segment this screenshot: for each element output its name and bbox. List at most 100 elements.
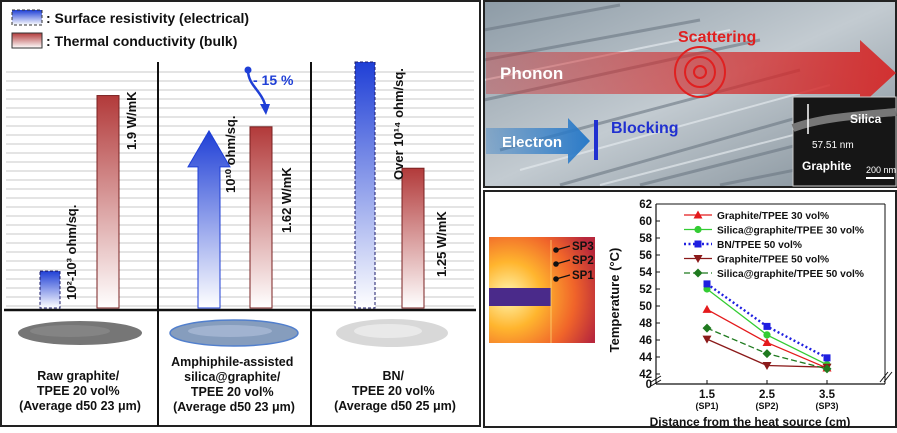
y-tick-label: 50 xyxy=(639,301,652,313)
y-tick-label: 54 xyxy=(639,267,652,279)
legend-swatch-resistivity xyxy=(11,9,43,26)
silica-graphite-powder-texture xyxy=(188,325,272,337)
tem-scale-label: 200 nm xyxy=(866,165,896,175)
electron-label: Electron xyxy=(502,134,562,151)
caption-raw-graphite: Raw graphite/ TPEE 20 vol% (Average d50 … xyxy=(19,369,141,413)
y-tick-label: 46 xyxy=(639,335,652,347)
y-axis-title: Temperature (°C) xyxy=(607,248,622,353)
legend-marker xyxy=(694,240,702,248)
legend-label: Silica@graphite/TPEE 30 vol% xyxy=(717,226,864,237)
bn-powder-texture xyxy=(354,324,422,338)
thermal-heater xyxy=(489,288,551,306)
scattering-ring-mid xyxy=(684,56,716,88)
legend-marker xyxy=(693,268,703,278)
sp-leader-sp1 xyxy=(555,274,571,280)
conductivity-label-silica-graphite: 1.62 W/mK xyxy=(279,167,294,233)
x-axis-break xyxy=(879,371,893,383)
caption-bn-line-3: (Average d50 25 μm) xyxy=(334,399,456,413)
x-tick-label: 2.5 xyxy=(759,389,776,401)
legend-label: Graphite/TPEE 30 vol% xyxy=(717,211,829,222)
sp-leader-sp2 xyxy=(555,259,571,265)
legend-label: Silica@graphite/TPEE 50 vol% xyxy=(717,269,864,280)
scattering-label: Scattering xyxy=(678,29,756,46)
caption-silica-graphite-line-3: TPEE 20 vol% xyxy=(191,385,274,399)
y-tick-label: 52 xyxy=(639,284,652,296)
data-point xyxy=(703,280,711,288)
sp-label-sp3: SP3 xyxy=(572,241,594,253)
left-bars xyxy=(39,61,425,309)
caption-silica-graphite-line-4: (Average d50 23 μm) xyxy=(173,400,295,414)
left-gridlines xyxy=(6,71,474,307)
data-point xyxy=(763,322,771,330)
legend-label-conductivity: : Thermal conductivity (bulk) xyxy=(46,33,237,49)
conductivity-label-raw-graphite: 1.9 W/mK xyxy=(124,91,139,150)
reduction-dot xyxy=(244,66,252,74)
resistivity-label-bn: Over 10¹⁴ ohm/sq. xyxy=(391,68,406,180)
data-point xyxy=(823,354,831,362)
y-tick-label: 44 xyxy=(639,352,652,364)
sp-label-sp1: SP1 xyxy=(572,270,594,282)
thermal-chart-panel: SP3 SP2 SP1 42 44 46 48 50 52 54 56 58 60 62 0 1.5(SP1… xyxy=(483,190,897,429)
conductivity-bar xyxy=(96,95,120,309)
data-point xyxy=(762,349,772,359)
y-tick-label: 58 xyxy=(639,233,652,245)
data-point xyxy=(702,335,712,344)
legend-marker xyxy=(693,255,703,263)
data-point xyxy=(702,323,712,333)
y-axis-break xyxy=(650,375,662,387)
scattering-ring-inner xyxy=(693,65,707,79)
conductivity-label-bn: 1.25 W/mK xyxy=(434,211,449,277)
data-point xyxy=(822,364,832,374)
y-tick-label: 42 xyxy=(639,369,652,381)
x-tick-label: 1.5 xyxy=(699,389,716,401)
reduction-arrowhead xyxy=(260,104,270,115)
tem-graphite-label: Graphite xyxy=(802,159,852,173)
x-tick-sublabel: (SP2) xyxy=(755,401,778,411)
tem-thickness-label: 57.51 nm xyxy=(812,140,854,151)
caption-bn-line-1: BN/ xyxy=(382,369,404,383)
caption-bn-line-2: TPEE 20 vol% xyxy=(352,384,435,398)
resistivity-bar xyxy=(187,129,231,309)
conductivity-bar xyxy=(401,167,425,309)
legend-label: BN/TPEE 50 vol% xyxy=(717,240,802,251)
legend-marker xyxy=(693,210,703,219)
reduction-arrow xyxy=(246,69,268,109)
x-tick-sublabel: (SP3) xyxy=(815,401,838,411)
y-zero-label: 0 xyxy=(646,379,652,391)
data-point xyxy=(762,362,772,370)
caption-raw-graphite-line-2: TPEE 20 vol% xyxy=(37,384,120,398)
caption-silica-graphite: Amphiphile-assisted silica@graphite/ TPE… xyxy=(171,355,297,414)
resistivity-bar xyxy=(39,270,61,309)
sp-leader-sp3 xyxy=(555,245,571,251)
series-5: Silica@graphite/TPEE 50 vol% xyxy=(684,268,864,374)
reduction-label: - 15 % xyxy=(253,72,294,88)
caption-bn: BN/ TPEE 20 vol% (Average d50 25 μm) xyxy=(334,369,456,413)
phonon-arrow xyxy=(486,40,896,106)
phonon-electron-schematic: Phonon Scattering Electron Blocking Sili… xyxy=(483,0,897,188)
conductivity-bar xyxy=(249,126,273,309)
phonon-label: Phonon xyxy=(500,64,563,83)
x-tick-label: 3.5 xyxy=(819,389,836,401)
tem-silica-label: Silica xyxy=(850,112,882,126)
legend-swatch-conductivity xyxy=(11,32,43,49)
caption-raw-graphite-line-3: (Average d50 23 μm) xyxy=(19,399,141,413)
legend-label: Graphite/TPEE 50 vol% xyxy=(717,255,829,266)
caption-raw-graphite-line-1: Raw graphite/ xyxy=(37,369,119,383)
series-3: BN/TPEE 50 vol% xyxy=(684,240,831,362)
electron-arrow xyxy=(486,118,590,164)
caption-silica-graphite-line-2: silica@graphite/ xyxy=(184,370,281,384)
tem-inset-interface xyxy=(791,108,897,132)
resistivity-label-silica-graphite: 10¹⁰ ohm/sq. xyxy=(223,116,238,193)
data-point xyxy=(702,304,712,313)
legend-marker xyxy=(694,225,702,234)
data-point xyxy=(763,331,771,339)
caption-silica-graphite-line-1: Amphiphile-assisted xyxy=(171,355,293,369)
y-tick-label: 56 xyxy=(639,250,652,262)
x-axis-title: Distance from the heat source (cm) xyxy=(650,415,851,428)
sp-label-sp2: SP2 xyxy=(572,255,594,267)
resistivity-conductivity-panel: : Surface resistivity (electrical) : The… xyxy=(0,0,481,427)
panel-border-top-right xyxy=(483,0,897,188)
scattering-ring-outer xyxy=(674,46,726,98)
y-tick-label: 48 xyxy=(639,318,652,330)
